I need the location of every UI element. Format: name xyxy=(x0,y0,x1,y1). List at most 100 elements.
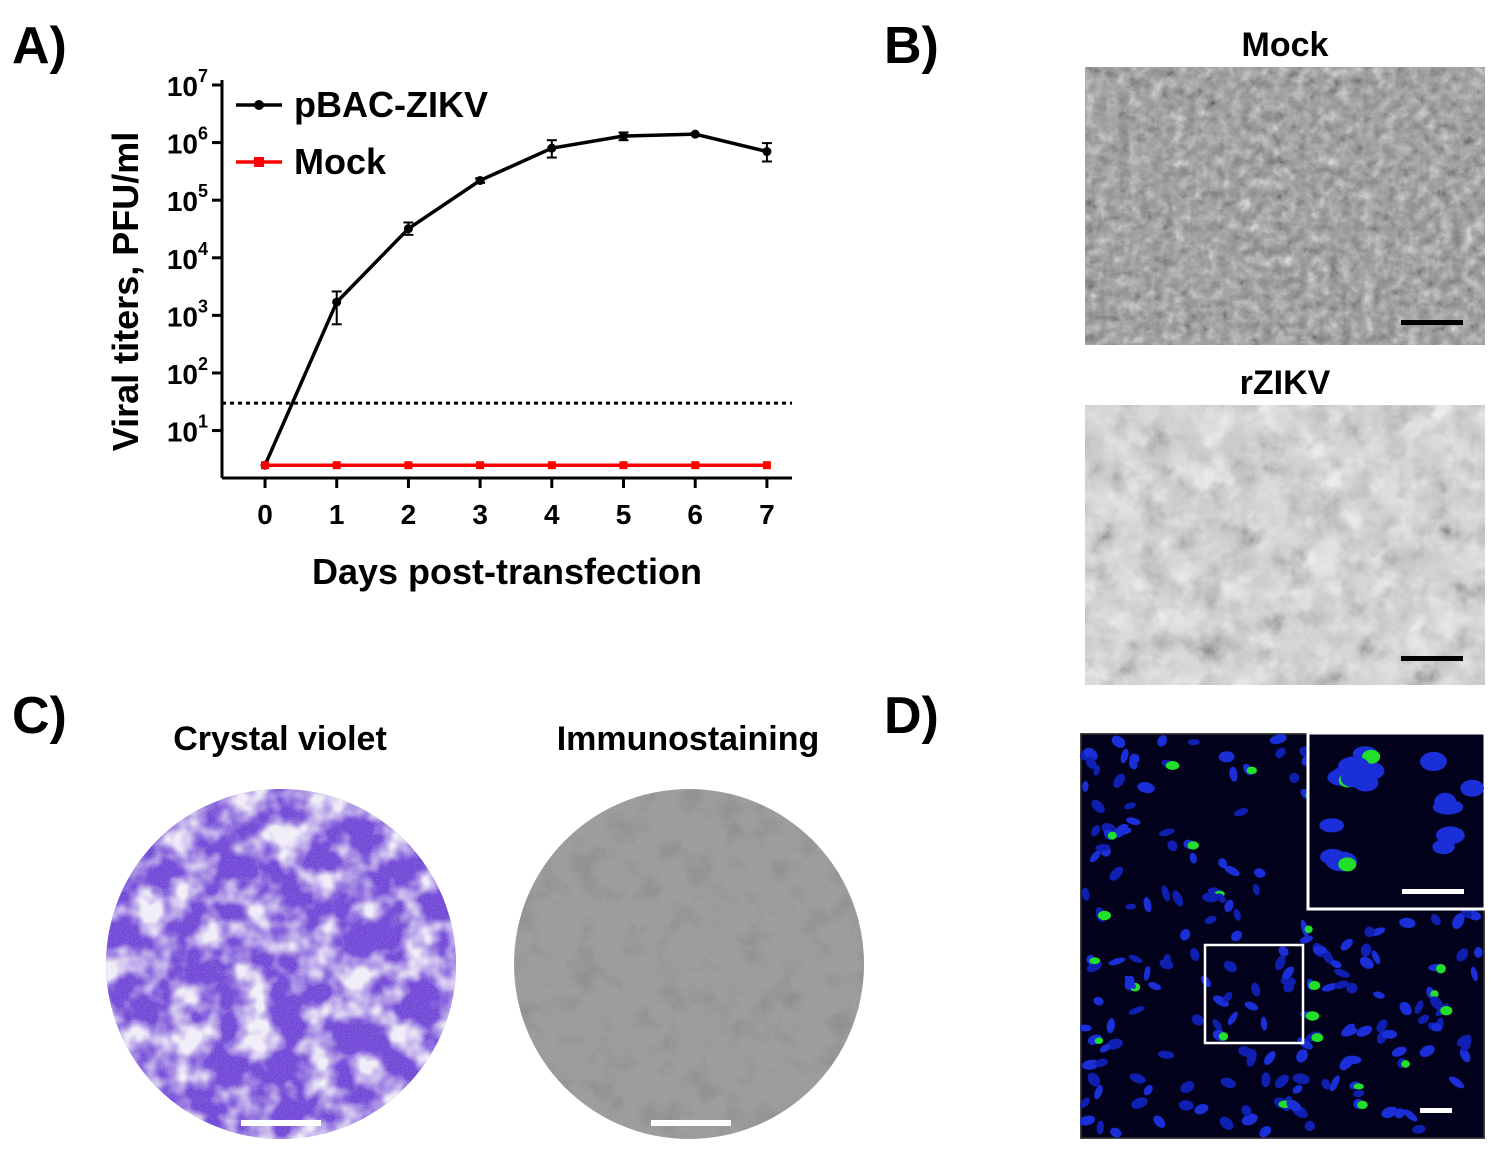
nucleus xyxy=(1244,1001,1259,1011)
rzikv-cells-micrograph xyxy=(1085,405,1485,685)
immunostaining-title: Immunostaining xyxy=(556,720,820,758)
data-point xyxy=(762,147,772,157)
legend-marker xyxy=(254,100,264,110)
nucleus xyxy=(1412,1125,1426,1134)
nucleus xyxy=(1143,897,1152,913)
nucleus xyxy=(1229,766,1238,782)
nucleus xyxy=(1083,747,1098,761)
nucleus xyxy=(1321,1078,1331,1090)
nucleus xyxy=(1218,858,1228,869)
nucleus xyxy=(1093,996,1104,1006)
nucleus xyxy=(1187,738,1200,746)
nucleus xyxy=(1251,982,1261,997)
nucleus xyxy=(1340,769,1367,788)
infected-cell-signal xyxy=(1246,766,1257,775)
nucleus xyxy=(1329,1075,1340,1092)
y-tick-label: 101 xyxy=(167,412,208,448)
x-tick-label: 3 xyxy=(472,499,488,530)
nucleus xyxy=(1312,945,1327,955)
legend-marker xyxy=(254,157,264,167)
nucleus xyxy=(1087,1072,1101,1087)
nucleus xyxy=(1430,996,1443,1010)
nucleus xyxy=(1153,1115,1166,1128)
nucleus xyxy=(1339,1055,1354,1071)
nucleus xyxy=(1128,1006,1145,1015)
data-point xyxy=(403,224,413,234)
nucleus xyxy=(1341,1027,1358,1037)
nucleus xyxy=(1299,935,1313,944)
nucleus xyxy=(1089,850,1101,863)
data-point xyxy=(332,461,341,470)
scale-bar xyxy=(1401,320,1463,325)
infected-cell-signal xyxy=(1440,1006,1453,1016)
rzikv-image-title: rZIKV xyxy=(1239,364,1331,402)
nucleus xyxy=(1330,960,1342,969)
nucleus xyxy=(1111,735,1126,748)
nucleus xyxy=(1269,734,1287,745)
nucleus xyxy=(1241,1113,1258,1126)
nucleus xyxy=(1158,1050,1175,1059)
series-line xyxy=(263,132,768,466)
nucleus xyxy=(1431,1022,1442,1032)
scale-bar xyxy=(241,1120,321,1126)
y-tick-label: 105 xyxy=(167,181,208,217)
nucleus xyxy=(1106,1038,1123,1050)
nucleus xyxy=(1403,1109,1418,1122)
nucleus xyxy=(1128,954,1143,963)
nucleus xyxy=(1096,1120,1105,1135)
nucleus xyxy=(1220,1077,1236,1089)
data-point xyxy=(547,143,557,153)
nucleus xyxy=(1319,818,1345,833)
nucleus xyxy=(1137,782,1155,794)
nucleus xyxy=(1359,956,1374,969)
nucleus xyxy=(1080,1024,1092,1032)
nucleus xyxy=(1129,1073,1146,1084)
nucleus xyxy=(1430,914,1441,926)
nucleus xyxy=(1094,1058,1108,1068)
nucleus xyxy=(1460,1034,1472,1052)
nucleus xyxy=(1091,799,1105,814)
nucleus xyxy=(1120,748,1129,764)
immunofluorescence-micrograph xyxy=(1080,733,1485,1139)
infected-cell-signal xyxy=(1357,1100,1368,1110)
infected-cell-signal xyxy=(1305,1011,1320,1021)
nucleus xyxy=(1399,1001,1412,1016)
x-axis-label: Days post-transfection xyxy=(312,551,702,592)
nucleus xyxy=(1090,825,1101,837)
nucleus xyxy=(1241,1105,1252,1116)
nucleus xyxy=(1227,1011,1238,1026)
nucleus xyxy=(1081,887,1090,901)
legend-label: Mock xyxy=(294,141,387,182)
x-tick-label: 2 xyxy=(401,499,417,530)
y-tick-label: 103 xyxy=(167,296,208,332)
legend-entry: Mock xyxy=(236,141,387,182)
nucleus xyxy=(1231,930,1243,942)
nucleus xyxy=(1099,1044,1111,1053)
nucleus xyxy=(1334,980,1349,989)
nucleus xyxy=(1353,1089,1365,1098)
nucleus xyxy=(1376,1019,1388,1033)
nucleus xyxy=(1452,913,1465,929)
nucleus xyxy=(1340,938,1353,951)
nucleus xyxy=(1191,1014,1204,1026)
nucleus xyxy=(1106,1018,1116,1034)
series-mock xyxy=(261,461,771,470)
nucleus xyxy=(1435,826,1465,845)
nucleus xyxy=(1474,946,1483,958)
nucleus xyxy=(1418,1014,1430,1024)
infected-cell-signal xyxy=(1187,841,1199,850)
nucleus xyxy=(1216,893,1226,904)
series-pbac-zikv xyxy=(260,129,772,470)
crystal-violet-title: Crystal violet xyxy=(173,720,387,758)
panel-a-label: A) xyxy=(12,17,67,75)
nucleus xyxy=(1381,1029,1398,1039)
y-tick-label: 106 xyxy=(167,124,208,160)
nucleus xyxy=(1261,1072,1271,1088)
nucleus xyxy=(1360,943,1372,957)
nucleus xyxy=(1148,982,1162,991)
data-point xyxy=(762,461,771,470)
x-tick-label: 4 xyxy=(544,499,560,530)
nucleus xyxy=(1131,1097,1148,1109)
infected-cell-signal xyxy=(1362,749,1381,764)
nucleus xyxy=(1194,1103,1209,1115)
